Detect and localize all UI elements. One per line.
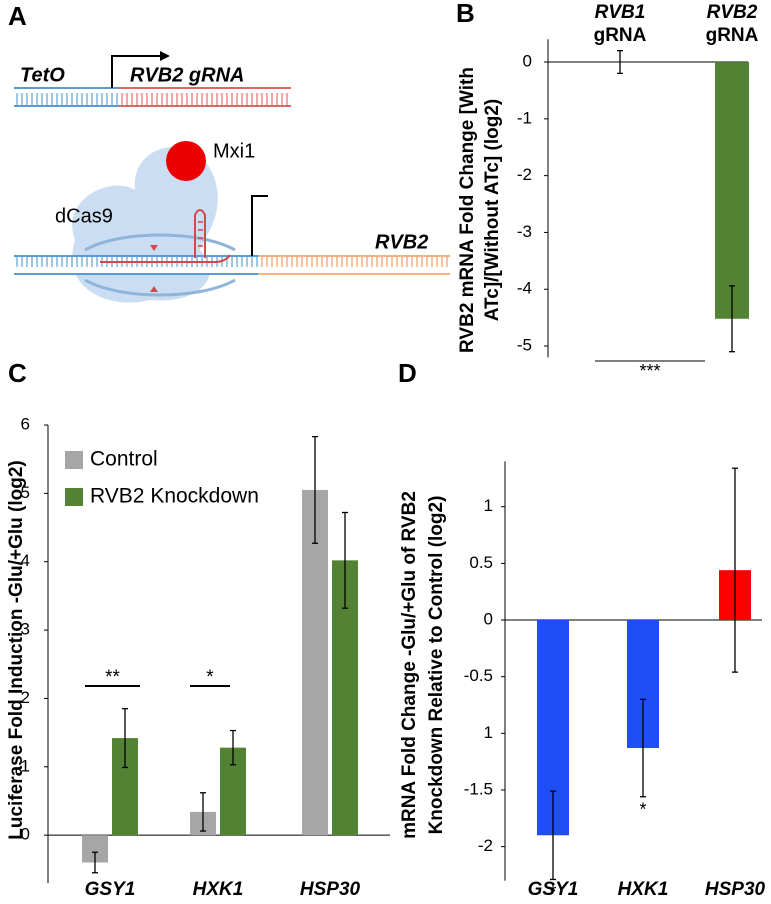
bar — [302, 489, 328, 836]
significance: * — [639, 800, 646, 820]
legend-label: Control — [90, 448, 158, 471]
dna-grna — [119, 88, 291, 106]
category-label: HXK1 — [193, 879, 244, 900]
category-label: GSY1 — [528, 879, 579, 900]
y-tick-label: 4 — [21, 551, 30, 570]
mxi1-circle — [166, 141, 206, 181]
teto-label: TetO — [20, 64, 65, 86]
y-tick-label: -0.5 — [464, 666, 493, 685]
legend-label: RVB2 Knockdown — [90, 485, 259, 508]
y-tick-label: -1.5 — [464, 779, 493, 798]
legend-swatch — [65, 488, 83, 506]
significance: * — [549, 882, 556, 902]
bubble — [84, 233, 236, 297]
category-sublabel: gRNA — [706, 25, 759, 46]
y-tick-label: 0 — [523, 52, 532, 71]
significance: * — [206, 667, 214, 688]
y-tick-label: -2 — [517, 165, 532, 184]
panel-label: C — [8, 358, 27, 388]
dcas9-label: dCas9 — [55, 205, 113, 227]
category-label: HXK1 — [618, 879, 669, 900]
y-tick-label: 1 — [484, 496, 493, 515]
dna-target — [14, 256, 258, 274]
y-tick-label: 5 — [21, 483, 30, 502]
y-tick-label: 0.5 — [469, 553, 493, 572]
y-axis-label: ATc]/[Without ATc] (log2) — [482, 99, 503, 322]
category-sublabel: gRNA — [594, 25, 647, 46]
y-axis-label: mRNA Fold Change -Glu/+Glu of RVB2 — [399, 491, 420, 839]
category-label: HSP30 — [705, 879, 766, 900]
y-tick-label: -2 — [478, 836, 493, 855]
y-tick-label: -5 — [517, 336, 532, 355]
bar — [715, 62, 749, 319]
y-tick-label: 3 — [21, 620, 30, 639]
y-axis-label: Luciferase Fold Induction -Glu/+Glu (log… — [6, 460, 27, 839]
y-tick-label: 0 — [21, 825, 30, 844]
promoter-arrow — [111, 55, 162, 88]
gene-label: RVB2 — [375, 231, 428, 253]
y-axis-label: Knockdown Relative to Control (log2) — [426, 496, 447, 835]
panel-a: A TetO RVB2 gRNA Mxi1 dCas9 RVB2 — [8, 1, 450, 303]
y-tick-label: 1 — [484, 723, 493, 742]
grna-label: RVB2 gRNA — [130, 64, 244, 86]
significance: ** — [105, 667, 120, 688]
dna-gene — [258, 256, 450, 274]
y-axis-label: RVB2 mRNA Fold Change [With — [457, 67, 478, 353]
category-label: RVB2 — [707, 2, 758, 23]
y-tick-label: 2 — [21, 688, 30, 707]
grna-strand — [100, 254, 231, 263]
category-label: RVB1 — [595, 2, 646, 23]
y-tick-label: -3 — [517, 222, 532, 241]
y-tick-label: 6 — [21, 414, 30, 433]
y-tick-label: -4 — [517, 279, 532, 298]
arrow-head — [160, 51, 170, 61]
panel-label: A — [8, 1, 27, 31]
significance: *** — [639, 361, 660, 381]
panel-label: B — [456, 0, 475, 28]
mxi1-label: Mxi1 — [213, 140, 255, 162]
promoter-mark — [251, 195, 268, 256]
grna-hairpin — [194, 209, 206, 258]
y-tick-label: -1 — [517, 108, 532, 127]
category-label: HSP30 — [300, 879, 361, 900]
panel-label: D — [398, 358, 417, 388]
y-tick-label: 1 — [21, 756, 30, 775]
category-label: GSY1 — [85, 879, 136, 900]
legend-swatch — [65, 451, 83, 469]
dna-teto — [14, 88, 119, 106]
grna-pairs — [198, 221, 203, 247]
y-tick-label: 0 — [484, 610, 493, 629]
